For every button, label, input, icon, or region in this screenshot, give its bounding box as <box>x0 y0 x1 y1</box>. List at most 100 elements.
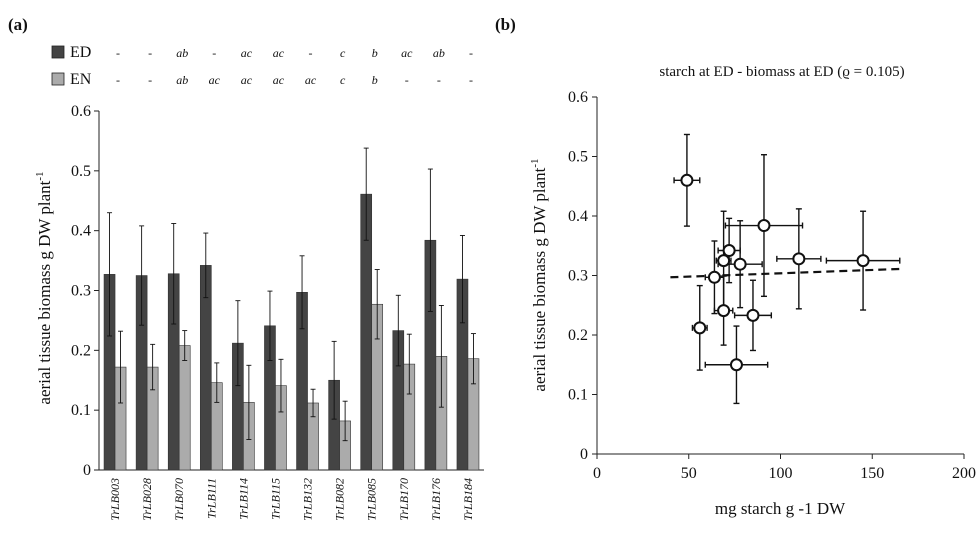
scatter-point <box>707 270 721 284</box>
category-label-group: TrLB115 <box>268 478 282 520</box>
category-label: TrLB115 <box>268 478 282 520</box>
scatter-point <box>729 358 743 372</box>
significance-letter-EN: - <box>116 73 120 87</box>
category-label-group: TrLB170 <box>397 478 411 521</box>
legend-swatch-EN <box>51 72 65 86</box>
scatter-y-tick-label: 0.1 <box>568 387 588 404</box>
legend-label-EN: EN <box>70 71 92 88</box>
category-label: TrLB114 <box>236 478 250 520</box>
significance-letter-ED: ab <box>176 46 188 60</box>
legend-label-ED: ED <box>70 44 91 61</box>
category-label-group: TrLB111 <box>204 478 218 519</box>
scatter-axes: 0 0.1 0.2 0.3 0.4 0.5 0.6 0 50 100 150 200 <box>568 89 976 482</box>
category-label: TrLB111 <box>204 478 218 519</box>
scatter-point <box>792 252 806 266</box>
category-label-group: TrLB184 <box>461 478 475 521</box>
scatter-point <box>717 304 731 318</box>
scatter-y-tick-label: 0.2 <box>568 327 588 344</box>
bar-y-tick-label: 0.1 <box>71 402 91 419</box>
scatter-point <box>722 244 736 258</box>
scatter-y-tick-label: 0.4 <box>568 208 588 225</box>
category-label: TrLB082 <box>333 478 347 521</box>
panel-label-a: (a) <box>8 15 28 34</box>
category-label-group: TrLB003 <box>108 478 122 521</box>
scatter-x-tick-label: 50 <box>681 465 697 482</box>
category-label: TrLB003 <box>108 478 122 521</box>
scatter-x-tick-label: 150 <box>860 465 884 482</box>
bar-series <box>103 147 480 471</box>
category-label-group: TrLB114 <box>236 478 250 520</box>
scatter-point <box>680 173 694 187</box>
bar-chart: ED EN aerial tissue biomass g DW plant-1… <box>34 44 484 521</box>
significance-letter-ED: ac <box>401 46 413 60</box>
svg-text:aerial tissue biomass g DW pla: aerial tissue biomass g DW plant-1 <box>34 171 54 404</box>
scatter-y-tick-label: 0.3 <box>568 268 588 285</box>
scatter-chart: starch at ED - biomass at ED (ϱ = 0.105)… <box>529 64 976 518</box>
category-label-group: TrLB085 <box>365 478 379 521</box>
bar-y-axis: 0 0.1 0.2 0.3 0.4 0.5 0.6 <box>71 103 100 479</box>
significance-letter-ED: b <box>372 46 378 60</box>
category-label-group: TrLB176 <box>429 478 443 521</box>
significance-letter-EN: ac <box>241 73 253 87</box>
scatter-x-axis-label: mg starch g -1 DW <box>715 499 846 518</box>
category-label: TrLB070 <box>172 478 186 521</box>
significance-letter-EN: b <box>372 73 378 87</box>
scatter-x-tick-label: 100 <box>769 465 793 482</box>
scatter-point <box>746 308 760 322</box>
significance-letter-ED: - <box>469 46 473 60</box>
bar-x-axis: TrLB003 TrLB028 TrLB070 TrLB111 TrLB114 TrLB1… <box>99 469 484 521</box>
bar-EN <box>178 345 191 471</box>
bar-y-axis-label-sup: -1 <box>34 171 46 180</box>
significance-letter-EN: ab <box>176 73 188 87</box>
significance-letter-ED: ac <box>241 46 253 60</box>
bar-legend: ED EN <box>51 44 92 88</box>
category-label-group: TrLB070 <box>172 478 186 521</box>
scatter-x-tick-label: 0 <box>593 465 601 482</box>
bar-y-axis-label-text: aerial tissue biomass g DW plant <box>35 180 54 404</box>
significance-letters: - - - - ab ab - ac ac ac ac ac - ac cc bb ac - ab - - - <box>116 46 473 87</box>
significance-letter-EN: ac <box>273 73 285 87</box>
category-label: TrLB176 <box>429 478 443 521</box>
scatter-points <box>673 133 901 405</box>
significance-letter-EN: - <box>437 73 441 87</box>
category-label: TrLB132 <box>301 478 315 521</box>
bar-y-tick-label: 0 <box>83 462 91 479</box>
scatter-point <box>757 219 771 233</box>
legend-swatch-ED <box>51 45 65 59</box>
significance-letter-ED: - <box>116 46 120 60</box>
significance-letter-ED: - <box>212 46 216 60</box>
scatter-point <box>733 257 747 271</box>
significance-letter-EN: ac <box>209 73 221 87</box>
category-label: TrLB184 <box>461 478 475 521</box>
significance-letter-ED: ac <box>273 46 285 60</box>
significance-letter-EN: - <box>148 73 152 87</box>
category-label-group: TrLB082 <box>333 478 347 521</box>
scatter-y-axis-label-sup: -1 <box>529 158 541 167</box>
category-label-group: TrLB028 <box>140 478 154 521</box>
significance-letter-EN: c <box>340 73 346 87</box>
significance-letter-ED: c <box>340 46 346 60</box>
category-label: TrLB028 <box>140 478 154 521</box>
bar-y-axis-label: aerial tissue biomass g DW plant-1 <box>34 171 54 404</box>
scatter-point <box>717 254 731 268</box>
category-label: TrLB085 <box>365 478 379 521</box>
svg-text:aerial tissue biomass g DW pla: aerial tissue biomass g DW plant-1 <box>529 158 549 391</box>
significance-letter-EN: - <box>469 73 473 87</box>
scatter-point <box>856 254 870 268</box>
bar-y-tick-label: 0.5 <box>71 163 91 180</box>
scatter-y-tick-label: 0.5 <box>568 149 588 166</box>
scatter-y-tick-label: 0.6 <box>568 89 588 106</box>
scatter-y-axis-label: aerial tissue biomass g DW plant-1 <box>529 158 549 391</box>
bar-y-tick-label: 0.4 <box>71 223 91 240</box>
significance-letter-EN: ac <box>305 73 317 87</box>
panel-label-b: (b) <box>495 15 516 34</box>
scatter-y-axis-label-text: aerial tissue biomass g DW plant <box>530 167 549 391</box>
scatter-y-tick-label: 0 <box>580 446 588 463</box>
scatter-x-tick-label: 200 <box>952 465 976 482</box>
scatter-title: starch at ED - biomass at ED (ϱ = 0.105) <box>659 64 904 80</box>
significance-letter-ED: - <box>148 46 152 60</box>
category-label: TrLB170 <box>397 478 411 521</box>
bar-y-tick-label: 0.2 <box>71 342 91 359</box>
significance-letter-ED: - <box>309 46 313 60</box>
